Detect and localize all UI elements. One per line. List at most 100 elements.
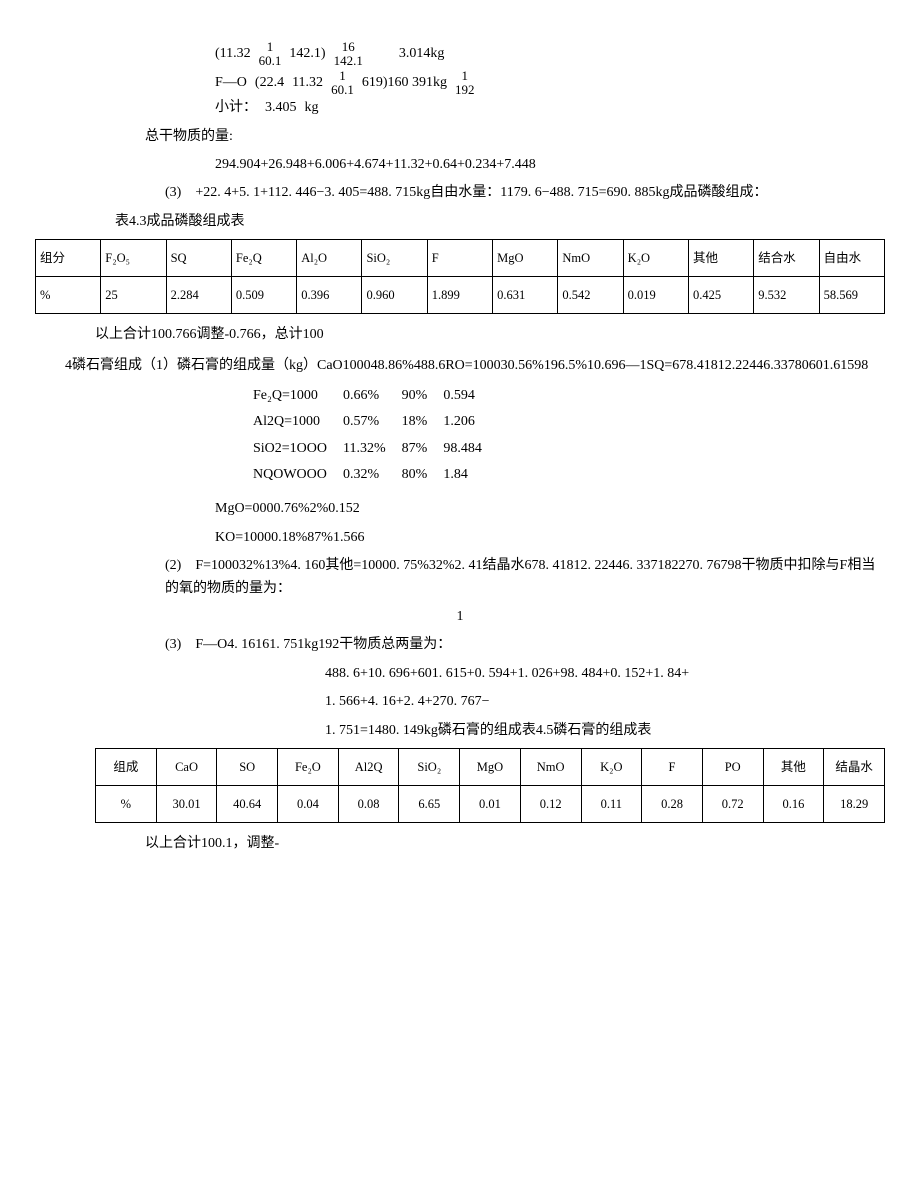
paragraph-3: (3) +22. 4+5. 1+112. 446−3. 405=488. 715…	[165, 182, 885, 204]
eq2-label: F—O	[215, 72, 247, 94]
table2-header-cell: 其他	[763, 749, 824, 786]
table1-header-cell: MgO	[493, 240, 558, 277]
calc-cell: 87%	[394, 436, 436, 462]
eq2-frac1: 1 60.1	[331, 69, 354, 98]
table1-cell: 0.019	[623, 277, 688, 314]
table2-header-cell: K₂O	[581, 749, 642, 786]
table1-cell: 2.284	[166, 277, 231, 314]
table1-header-cell: K₂O	[623, 240, 688, 277]
calc-cell: 1.206	[435, 409, 490, 435]
table1-cell: 58.569	[819, 277, 884, 314]
table2-header-cell: 组成	[96, 749, 157, 786]
eq2-a: 11.32	[292, 72, 323, 94]
calc-cell: 80%	[394, 462, 436, 488]
table2-header-cell: PO	[702, 749, 763, 786]
table2-cell: 40.64	[217, 786, 278, 823]
table1-header-cell: 组分	[36, 240, 101, 277]
table2-header-cell: SO	[217, 749, 278, 786]
table2-data-row: %30.0140.640.040.086.650.010.120.110.280…	[96, 786, 885, 823]
table1-header-cell: Al₂O	[297, 240, 362, 277]
section4-lead: 4磷石膏组成（1）磷石膏的组成量（kg）CaO100048.86%488.6RO…	[65, 355, 885, 377]
table2-cell: 0.08	[338, 786, 399, 823]
table1-header-cell: NmO	[558, 240, 623, 277]
table1-footer: 以上合计100.766调整-0.766，总计100	[95, 324, 885, 346]
calc-row: Fe₂Q=10000.66%90%0.594	[245, 383, 490, 409]
paragraph-2-line: (2) F=100032%13%4. 160其他=10000. 75%32%2.…	[165, 555, 885, 600]
table2-cell: 6.65	[399, 786, 460, 823]
calc-sum-2: 1. 566+4. 16+2. 4+270. 767−	[325, 691, 885, 713]
table2-header-cell: CaO	[156, 749, 217, 786]
calc-cell: 1.84	[435, 462, 490, 488]
table1-header-cell: F	[427, 240, 492, 277]
table2-cell: 0.72	[702, 786, 763, 823]
eq1-frac2: 16 142.1	[334, 40, 363, 69]
table1-cell: 0.396	[297, 277, 362, 314]
subtotal-row: 小计： 3.405 kg	[215, 97, 885, 119]
subtotal-val: 3.405	[265, 97, 297, 119]
table1-header-cell: 自由水	[819, 240, 884, 277]
table2-cell: 30.01	[156, 786, 217, 823]
calc-sum-1: 488. 6+10. 696+601. 615+0. 594+1. 026+98…	[325, 663, 885, 685]
calc-cell: Fe₂Q=1000	[245, 383, 335, 409]
table2-header-cell: 结晶水	[824, 749, 885, 786]
eq2-mid: 619)160 391kg	[362, 72, 447, 94]
calc-cell: 0.32%	[335, 462, 394, 488]
subtotal-unit: kg	[305, 97, 319, 119]
table2-footer: 以上合计100.1，调整-	[145, 833, 885, 855]
table1-header-cell: 其他	[688, 240, 753, 277]
table2-row-label: %	[96, 786, 157, 823]
table1-header-row: 组分F₂O₅SQFe₂QAl₂OSiO₂FMgONmOK₂O其他结合水自由水	[36, 240, 885, 277]
table2-cell: 0.04	[278, 786, 339, 823]
table1-header-cell: 结合水	[754, 240, 819, 277]
calc-sum-3: 1. 751=1480. 149kg磷石膏的组成表4.5磷石膏的组成表	[325, 720, 885, 742]
eq2-frac2: 1 192	[455, 69, 475, 98]
eq1-tail: 3.014kg	[399, 43, 445, 65]
table-2: 组成CaOSOFe₂OAl2QSiO₂MgONmOK₂OFPO其他结晶水 %30…	[95, 748, 885, 823]
calc-row: SiO2=1OOO11.32%87%98.484	[245, 436, 490, 462]
calc-cell: 0.594	[435, 383, 490, 409]
table1-row-label: %	[36, 277, 101, 314]
table1-data-row: %252.2840.5090.3960.9601.8990.6310.5420.…	[36, 277, 885, 314]
table2-cell: 0.16	[763, 786, 824, 823]
table1-header-cell: F₂O₅	[101, 240, 166, 277]
section4-mg: MgO=0000.76%2%0.152	[215, 498, 885, 520]
section4-calc-table: Fe₂Q=10000.66%90%0.594Al2Q=10000.57%18%1…	[245, 383, 490, 489]
table1-header-cell: SiO₂	[362, 240, 427, 277]
calc-cell: 18%	[394, 409, 436, 435]
calc-row: Al2Q=10000.57%18%1.206	[245, 409, 490, 435]
eq1-mid: 142.1)	[289, 43, 325, 65]
table-1: 组分F₂O₅SQFe₂QAl₂OSiO₂FMgONmOK₂O其他结合水自由水 %…	[35, 239, 885, 314]
calc-cell: 11.32%	[335, 436, 394, 462]
table2-header-row: 组成CaOSOFe₂OAl2QSiO₂MgONmOK₂OFPO其他结晶水	[96, 749, 885, 786]
eq2-lead: (22.4	[255, 72, 284, 94]
eq1-lead: (11.32	[215, 43, 251, 65]
table2-cell: 18.29	[824, 786, 885, 823]
equation-2: F—O (22.4 11.32 1 60.1 619)160 391kg 1 1…	[215, 69, 885, 98]
table1-header-cell: SQ	[166, 240, 231, 277]
calc-cell: Al2Q=1000	[245, 409, 335, 435]
p3b-one: 1	[35, 606, 885, 628]
table2-header-cell: F	[642, 749, 703, 786]
paragraph-3b: (3) F—O4. 16161. 751kg192干物质总两量为：	[165, 634, 885, 656]
calc-cell: 98.484	[435, 436, 490, 462]
calc-cell: 0.66%	[335, 383, 394, 409]
calc-cell: SiO2=1OOO	[245, 436, 335, 462]
table1-cell: 0.509	[231, 277, 296, 314]
table1-cell: 9.532	[754, 277, 819, 314]
calc-cell: 0.57%	[335, 409, 394, 435]
table2-cell: 0.12	[520, 786, 581, 823]
calc-cell: NQOWOOO	[245, 462, 335, 488]
table1-cell: 25	[101, 277, 166, 314]
table1-header-cell: Fe₂Q	[231, 240, 296, 277]
table2-cell: 0.01	[460, 786, 521, 823]
calc-cell: 90%	[394, 383, 436, 409]
calc-row: NQOWOOO0.32%80%1.84	[245, 462, 490, 488]
table1-cell: 1.899	[427, 277, 492, 314]
table2-header-cell: NmO	[520, 749, 581, 786]
table1-title: 表4.3成品磷酸组成表	[115, 211, 885, 233]
total-dry-sum: 294.904+26.948+6.006+4.674+11.32+0.64+0.…	[215, 154, 885, 176]
table2-header-cell: Al2Q	[338, 749, 399, 786]
table2-cell: 0.11	[581, 786, 642, 823]
table1-cell: 0.425	[688, 277, 753, 314]
section4-ko: KO=10000.18%87%1.566	[215, 527, 885, 549]
